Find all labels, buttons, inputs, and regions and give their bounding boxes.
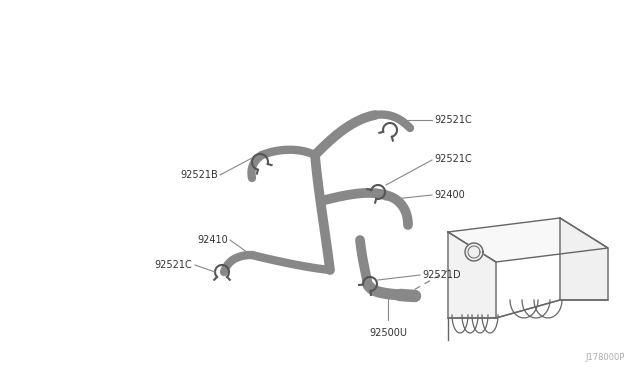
Polygon shape bbox=[448, 232, 496, 318]
Polygon shape bbox=[465, 243, 483, 261]
Text: 92521C: 92521C bbox=[434, 154, 472, 164]
Text: 92521B: 92521B bbox=[180, 170, 218, 180]
Polygon shape bbox=[560, 218, 608, 300]
Text: 92500U: 92500U bbox=[369, 328, 407, 338]
Polygon shape bbox=[448, 218, 608, 262]
Text: J178000P: J178000P bbox=[586, 353, 625, 362]
Text: 92521D: 92521D bbox=[422, 270, 461, 280]
Text: 92410: 92410 bbox=[197, 235, 228, 245]
Text: 92400: 92400 bbox=[434, 190, 465, 200]
Text: 92521C: 92521C bbox=[434, 115, 472, 125]
Text: 92521C: 92521C bbox=[154, 260, 192, 270]
